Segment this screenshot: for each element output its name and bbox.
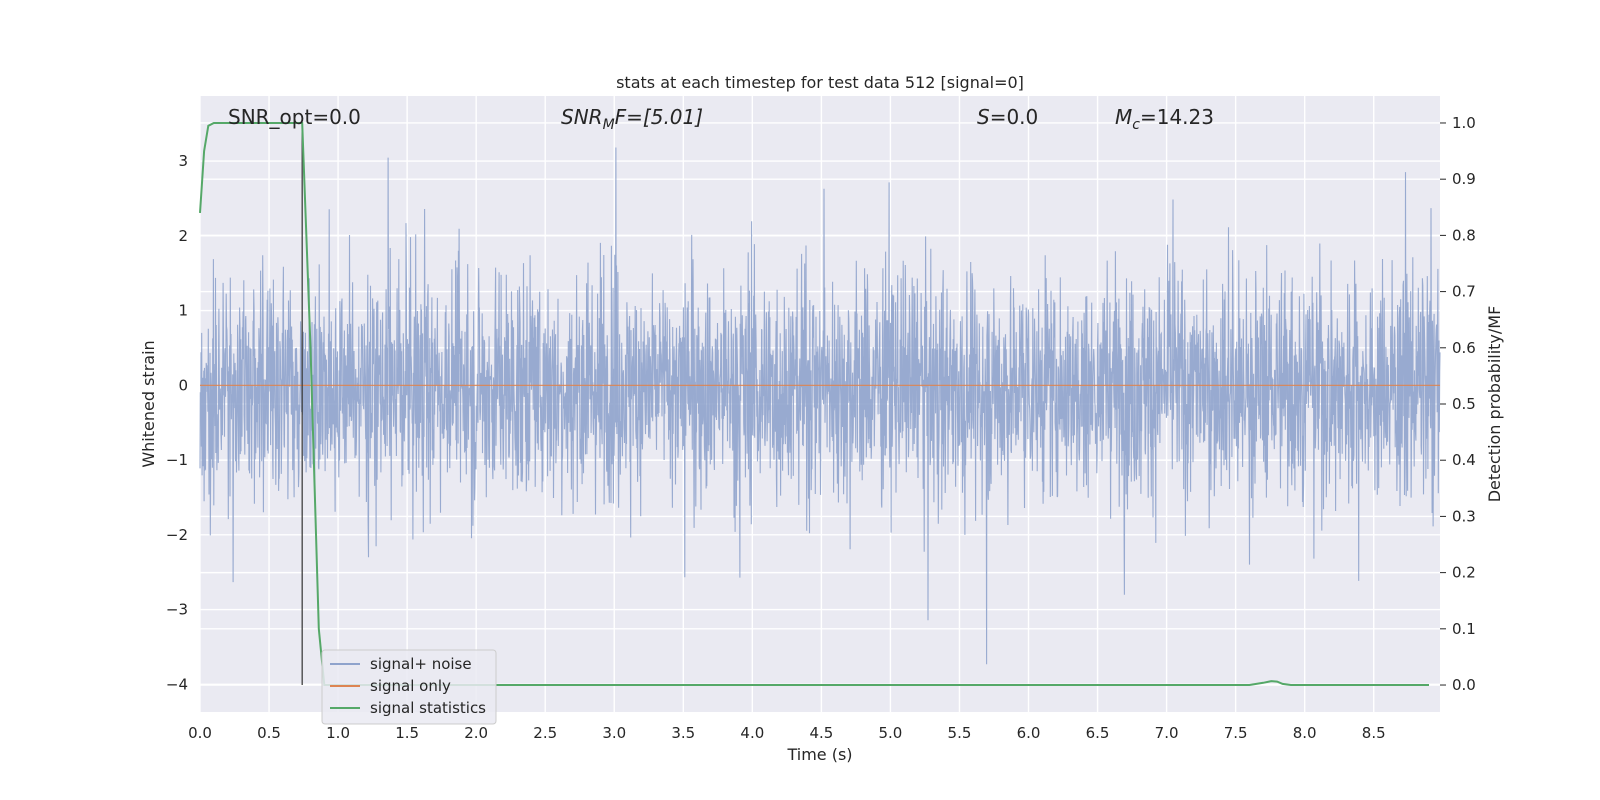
y-right-tick-label: 1.0: [1452, 114, 1476, 132]
legend-label-signal-statistics: signal statistics: [370, 699, 486, 717]
y-left-tick-label: 3: [178, 152, 188, 170]
x-tick-label: 1.0: [326, 724, 350, 742]
annotation-mc-sub: c: [1132, 117, 1140, 133]
annotation-s-symbol: S: [977, 105, 990, 129]
x-tick-label: 6.0: [1017, 724, 1041, 742]
x-tick-label: 7.5: [1224, 724, 1248, 742]
annotation-s: S=0.0: [977, 105, 1038, 129]
y-right-axis-label: Detection probability/MF: [1485, 306, 1504, 503]
annotation-s-rest: =0.0: [990, 105, 1039, 129]
y-right-tick-label: 0.0: [1452, 676, 1476, 694]
annotation-snr-mf: SNRMF=[5.01]: [561, 105, 703, 133]
x-tick-label: 8.5: [1362, 724, 1386, 742]
annotation-mc: Mc=14.23: [1115, 105, 1214, 133]
y-left-axis-ticks: 3 2 1 0 −1 −2 −3 −4: [166, 152, 188, 693]
y-right-tick-label: 0.2: [1452, 564, 1476, 582]
y-left-axis-label: Whitened strain: [139, 340, 158, 467]
y-left-tick-label: 1: [178, 302, 188, 320]
y-right-tick-label: 0.8: [1452, 226, 1476, 244]
annotation-mc-symbol: M: [1115, 105, 1132, 129]
x-axis-ticks: 0.0 0.5 1.0 1.5 2.0 2.5 3.0 3.5 4.0 4.5 5.0 5.5 6.0 6…: [188, 724, 1386, 742]
y-left-tick-label: 2: [178, 227, 188, 245]
series-signal-noise: [199, 147, 1441, 665]
y-right-tick-label: 0.6: [1452, 339, 1476, 357]
x-tick-label: 8.0: [1293, 724, 1317, 742]
x-tick-label: 2.5: [533, 724, 557, 742]
x-tick-label: 2.0: [464, 724, 488, 742]
series-signal-statistics: [199, 122, 1429, 686]
y-right-tick-label: 0.3: [1452, 507, 1476, 525]
legend: signal+ noise signal only signal statist…: [321, 649, 497, 725]
legend-box: [321, 649, 497, 725]
x-tick-label: 5.5: [948, 724, 972, 742]
annotation-snr-mf-rest: F=[5.01]: [615, 105, 703, 129]
y-left-tick-label: −4: [166, 675, 188, 693]
y-right-tick-label: 0.5: [1452, 395, 1476, 413]
x-tick-label: 0.5: [257, 724, 281, 742]
y-right-axis-ticks: 1.0 0.9 0.8 0.7 0.6 0.5 0.4 0.3 0.2 0.1 0.0: [1440, 114, 1476, 694]
x-tick-label: 7.0: [1155, 724, 1179, 742]
annotation-snr-mf-symbol: SNR: [561, 105, 603, 129]
x-tick-label: 0.0: [188, 724, 212, 742]
noise-trace: [199, 147, 1441, 665]
y-left-tick-label: −3: [166, 601, 188, 619]
chart-title: stats at each timestep for test data 512…: [616, 73, 1024, 92]
annotation-snr-opt: SNR_opt=0.0: [228, 105, 361, 129]
x-tick-label: 1.5: [395, 724, 419, 742]
y-right-tick-label: 0.1: [1452, 620, 1476, 638]
y-right-tick-label: 0.9: [1452, 170, 1476, 188]
x-tick-label: 5.0: [878, 724, 902, 742]
legend-label-signal-only: signal only: [370, 677, 451, 695]
y-left-tick-label: 0: [178, 376, 188, 394]
x-tick-label: 3.0: [602, 724, 626, 742]
x-tick-label: 6.5: [1086, 724, 1110, 742]
y-right-tick-label: 0.4: [1452, 451, 1476, 469]
annotation-mc-rest: =14.23: [1140, 105, 1214, 129]
x-axis-label: Time (s): [786, 745, 852, 764]
annotation-snr-mf-sub: M: [603, 117, 615, 133]
y-right-tick-label: 0.7: [1452, 283, 1476, 301]
legend-label-signal-noise: signal+ noise: [370, 655, 472, 673]
x-tick-label: 4.5: [809, 724, 833, 742]
y-left-tick-label: −2: [166, 526, 188, 544]
y-left-tick-label: −1: [166, 451, 188, 469]
x-tick-label: 4.0: [740, 724, 764, 742]
x-tick-label: 3.5: [671, 724, 695, 742]
